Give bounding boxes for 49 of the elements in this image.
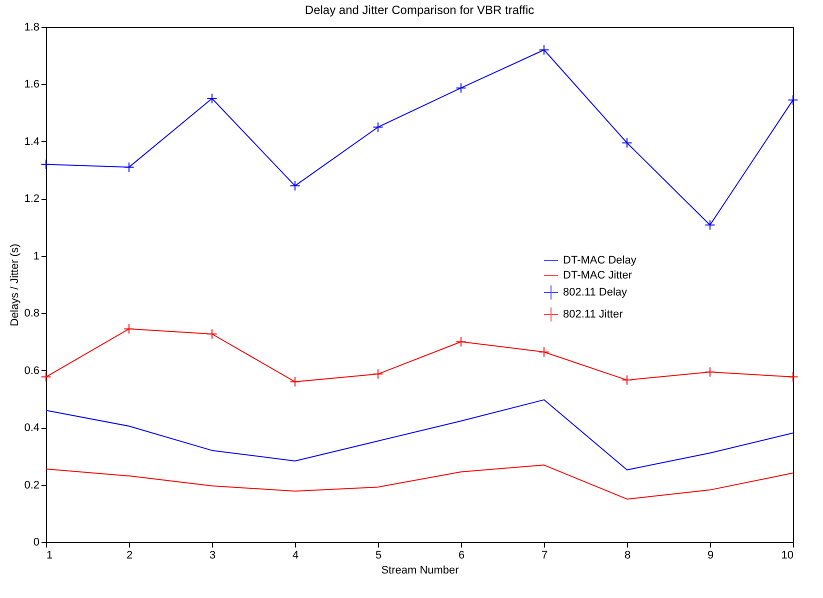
point bbox=[456, 82, 466, 94]
y-tick-label: 0.8 bbox=[24, 308, 40, 320]
point bbox=[704, 366, 716, 378]
point bbox=[40, 372, 52, 382]
y-tick-label: 0.4 bbox=[24, 422, 40, 434]
y-tick-label: 0 bbox=[33, 536, 40, 548]
x-tick-label: 7 bbox=[541, 550, 548, 562]
line-series bbox=[46, 464, 794, 500]
point bbox=[40, 159, 52, 170]
x-tick-label: 2 bbox=[126, 550, 133, 562]
point bbox=[788, 372, 798, 382]
point bbox=[788, 94, 798, 106]
point bbox=[704, 220, 716, 230]
point bbox=[290, 180, 300, 192]
legend-label: 802.11 Jitter bbox=[563, 308, 624, 320]
point bbox=[456, 336, 466, 347]
x-tick-label: 5 bbox=[375, 550, 382, 562]
point bbox=[372, 368, 384, 380]
point bbox=[206, 93, 218, 104]
x-axis-title: Stream Number bbox=[381, 564, 460, 576]
y-tick-label: 0.2 bbox=[24, 479, 40, 492]
x-tick-label: 6 bbox=[458, 550, 465, 562]
point bbox=[206, 328, 218, 340]
y-axis-title: Delays / Jitter (s) bbox=[9, 244, 22, 326]
point bbox=[622, 138, 632, 148]
point bbox=[290, 376, 300, 388]
x-tick-label: 10 bbox=[781, 550, 794, 562]
y-tick-label: 1.8 bbox=[24, 22, 40, 34]
point bbox=[124, 324, 134, 334]
point bbox=[124, 162, 134, 172]
legend-label: DT-MAC Delay bbox=[563, 254, 637, 266]
x-tick-label: 8 bbox=[624, 550, 631, 562]
legend-label: 802.11 Delay bbox=[563, 286, 628, 298]
line-series bbox=[46, 399, 794, 470]
point bbox=[538, 346, 550, 358]
x-tick-label: 3 bbox=[209, 550, 216, 562]
y-tick-label: 1.6 bbox=[24, 78, 40, 91]
x-tick-label: 1 bbox=[46, 550, 53, 562]
x-tick-label: 4 bbox=[292, 550, 299, 562]
y-tick-label: 1.4 bbox=[24, 136, 40, 148]
y-tick-label: 1.2 bbox=[24, 193, 40, 206]
y-tick-label: 1 bbox=[33, 250, 40, 262]
legend-label: DT-MAC Jitter bbox=[563, 269, 632, 282]
point bbox=[372, 122, 384, 132]
point bbox=[538, 44, 550, 56]
y-tick-label: 0.6 bbox=[24, 364, 40, 377]
point bbox=[622, 374, 632, 386]
chart-title: Delay and Jitter Comparison for VBR traffic bbox=[304, 3, 534, 17]
x-tick-label: 9 bbox=[707, 550, 714, 562]
